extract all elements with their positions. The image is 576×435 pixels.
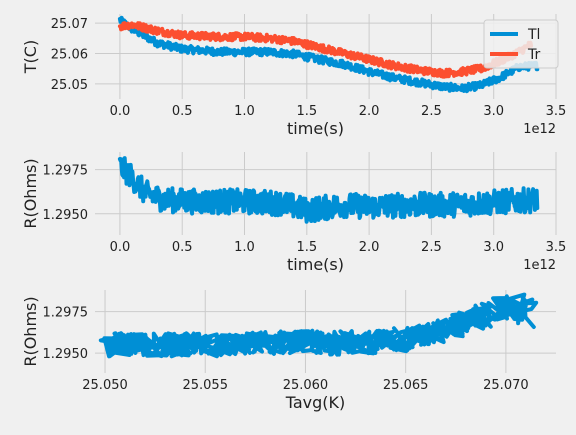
x-tick-label: 25.050: [82, 378, 128, 393]
plot-area: [95, 290, 556, 373]
x-tick-label: 1.5: [296, 240, 317, 255]
legend: Tl Tr: [483, 19, 559, 69]
y-axis-label: R(Ohms): [21, 158, 40, 228]
x-axis-label: time(s): [287, 255, 344, 274]
x-tick-label: 25.060: [283, 378, 329, 393]
x-tick-label: 2.5: [421, 104, 442, 119]
x-tick-label: 3.5: [546, 240, 567, 255]
x-tick-label: 2.0: [359, 240, 380, 255]
series-line-r: [117, 156, 540, 224]
y-axis-label: R(Ohms): [21, 296, 40, 366]
x-tick-label: 0.5: [172, 240, 193, 255]
y-tick-label: 25.07: [51, 17, 88, 32]
subplot-temperature-vs-time: 0.0 0.5 1.0 1.5 2.0 2.5 3.0 3.5 25.05 25.06 25.07 t…: [21, 14, 566, 138]
y-tick-label: 1.2950: [43, 208, 89, 223]
subplot-resistance-vs-tavg: 25.050 25.055 25.060 25.065 25.070 1.2950 1.29…: [21, 290, 556, 412]
series-line-tl: [117, 15, 540, 94]
y-tick-label: 1.2975: [43, 306, 89, 321]
legend-box: [483, 19, 559, 69]
series-line-tr: [117, 21, 534, 79]
x-tick-label: 3.5: [546, 104, 567, 119]
x-tick-label: 3.0: [483, 104, 504, 119]
y-axis-label: T(C): [21, 40, 40, 74]
x-tick-label: 2.5: [421, 240, 442, 255]
x-tick-label: 25.065: [383, 378, 429, 393]
legend-label-tr: Tr: [527, 47, 540, 63]
legend-label-tl: Tl: [527, 27, 540, 43]
x-tick-label: 0.0: [110, 240, 131, 255]
x-tick-label: 1.0: [234, 104, 255, 119]
y-tick-label: 1.2975: [43, 164, 89, 179]
x-tick-label: 25.055: [182, 378, 228, 393]
x-axis-label: Tavg(K): [285, 393, 346, 412]
x-tick-label: 2.0: [359, 104, 380, 119]
x-tick-label: 3.0: [483, 240, 504, 255]
subplot-resistance-vs-time: 0.0 0.5 1.0 1.5 2.0 2.5 3.0 3.5 1.2950 1.2975 time…: [21, 152, 566, 274]
x-tick-label: 1.0: [234, 240, 255, 255]
x-axis-label: time(s): [287, 119, 344, 138]
series-line-r: [98, 292, 539, 359]
x-tick-label: 1.5: [296, 104, 317, 119]
y-tick-label: 25.06: [51, 47, 88, 62]
y-tick-label: 1.2950: [43, 347, 89, 362]
x-offset-label: 1e12: [523, 258, 556, 273]
x-offset-label: 1e12: [523, 122, 556, 137]
y-tick-label: 25.05: [51, 78, 88, 93]
x-tick-label: 25.070: [483, 378, 529, 393]
x-tick-label: 0.0: [110, 104, 131, 119]
x-tick-label: 0.5: [172, 104, 193, 119]
